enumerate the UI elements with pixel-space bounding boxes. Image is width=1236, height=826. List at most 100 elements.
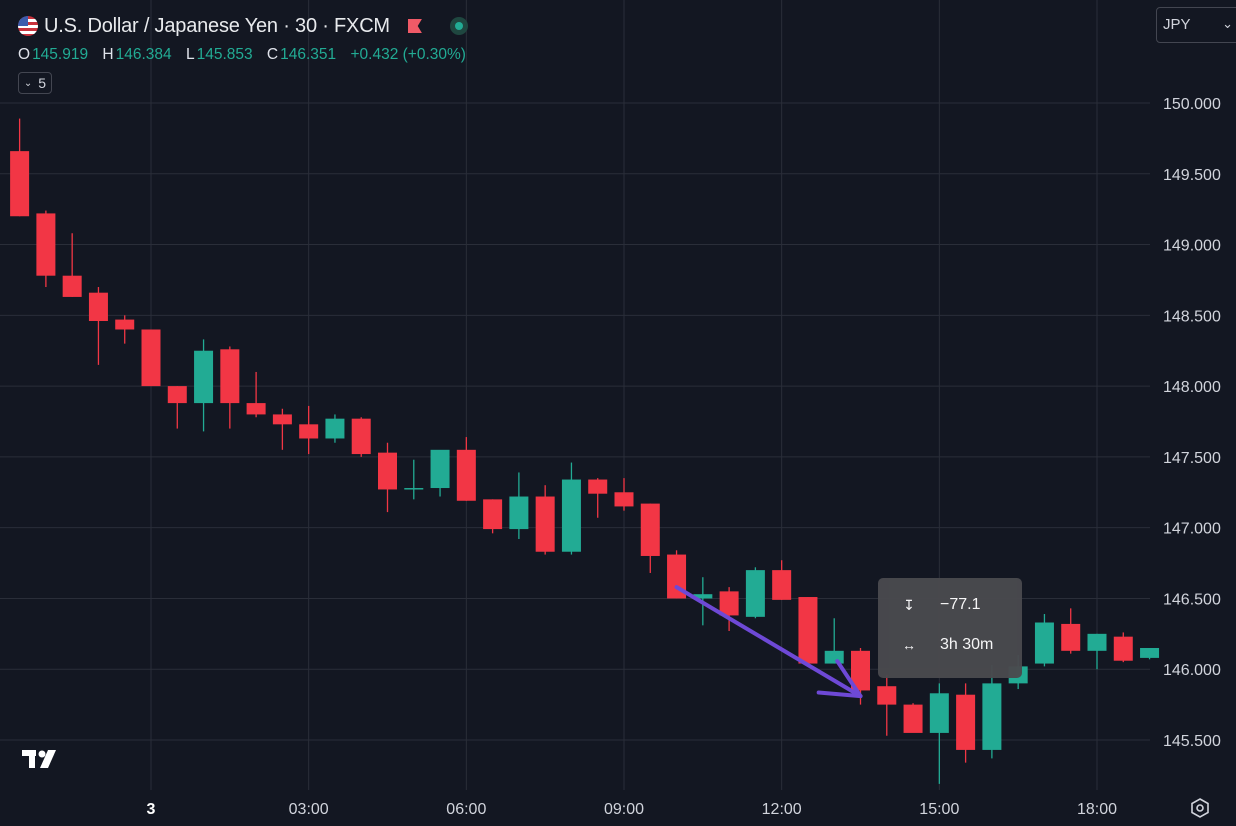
candle <box>299 405 319 455</box>
candle-body <box>929 693 949 733</box>
candle-body <box>430 449 450 489</box>
candle-body <box>614 492 634 507</box>
candle <box>929 683 949 784</box>
flag-icon[interactable] <box>407 19 422 33</box>
currency-value: JPY <box>1163 16 1191 33</box>
candle-body <box>719 591 739 616</box>
symbol-title[interactable]: U.S. Dollar / Japanese Yen · 30 · FXCM <box>44 14 390 37</box>
measure-time-row: ↔ 3h 30m <box>896 636 993 654</box>
ohlc-close-value: 146.351 <box>280 46 337 63</box>
candle <box>588 478 608 518</box>
price-range-icon: ↧ <box>903 596 915 613</box>
candle-body <box>851 650 870 691</box>
candle <box>614 478 634 511</box>
candle <box>10 118 30 217</box>
x-tick-label: 3 <box>147 801 156 818</box>
candle <box>1140 647 1160 660</box>
trend-arrow <box>674 585 863 699</box>
candle-body <box>483 499 503 530</box>
chevron-down-icon: ⌄ <box>1222 16 1233 31</box>
candle-body <box>535 496 555 552</box>
candle-body <box>1061 623 1081 651</box>
candle <box>877 674 897 736</box>
candle <box>115 315 135 344</box>
arrow-head-left <box>816 690 863 699</box>
x-tick-label: 06:00 <box>446 801 486 818</box>
y-tick-label: 147.000 <box>1163 521 1221 538</box>
candle-body <box>404 488 424 490</box>
ohlc-values: O 145.919 H 146.384 L 145.853 C 146.351 +0.4… <box>18 46 476 64</box>
live-status-icon <box>449 17 468 35</box>
ohlc-change-value: +0.432 (+0.30%) <box>350 46 466 63</box>
candle <box>36 210 56 288</box>
ohlc-high-label: H <box>102 46 114 63</box>
candle <box>1034 614 1054 667</box>
ohlc-open-label: O <box>18 46 31 63</box>
candle <box>1087 633 1107 670</box>
measure-price-change: −77.1 <box>940 596 981 613</box>
candle-body <box>220 349 240 404</box>
candle-body <box>693 594 713 599</box>
settings-icon[interactable] <box>1189 797 1211 819</box>
candle-body <box>10 151 30 217</box>
candle-body <box>667 554 687 599</box>
candle <box>667 550 687 599</box>
x-tick-label: 09:00 <box>604 801 644 818</box>
candle <box>272 408 292 450</box>
candle-body <box>956 694 976 750</box>
drawings <box>674 585 863 699</box>
candle-body <box>824 650 844 664</box>
candle-body <box>62 275 82 297</box>
candle-body <box>246 403 266 415</box>
candle <box>404 459 424 500</box>
candle <box>561 462 581 555</box>
candle-body <box>588 479 608 494</box>
time-range-icon: ↔ <box>902 637 916 653</box>
candle-body <box>509 496 529 530</box>
us-japan-flag-icon <box>18 16 38 36</box>
candle <box>167 386 187 429</box>
candle <box>456 437 476 501</box>
y-tick-label: 147.500 <box>1163 450 1221 467</box>
x-tick-label: 15:00 <box>919 801 959 818</box>
candle-body <box>640 503 660 556</box>
ohlc-low-value: 145.853 <box>196 46 253 63</box>
candle-body <box>88 292 108 321</box>
candle-body <box>982 683 1002 750</box>
x-tick-label: 03:00 <box>289 801 329 818</box>
candle-body <box>194 350 214 404</box>
tradingview-logo-icon[interactable] <box>22 744 62 777</box>
measure-price-row: ↧ −77.1 <box>896 596 980 614</box>
indicators-count: 5 <box>38 75 47 91</box>
candle <box>351 417 371 457</box>
candle <box>956 683 976 763</box>
x-tick-label: 12:00 <box>762 801 802 818</box>
candle <box>535 485 555 555</box>
candles <box>10 118 1160 784</box>
candle <box>378 442 397 513</box>
currency-select[interactable]: JPY ⌄ <box>1156 7 1236 43</box>
candle <box>798 597 818 664</box>
y-tick-label: 149.000 <box>1163 238 1221 255</box>
ohlc-close-label: C <box>266 46 279 63</box>
measure-time-span: 3h 30m <box>940 636 994 653</box>
candle <box>719 587 739 632</box>
indicators-collapse-button[interactable]: ⌄ 5 <box>18 72 52 94</box>
x-tick-label: 18:00 <box>1077 801 1117 818</box>
candle-body <box>141 329 161 387</box>
candle-body <box>745 570 765 617</box>
candle-body <box>351 418 371 455</box>
candle-body <box>798 597 818 664</box>
axes: 150.000 149.500 149.000 148.500 148.000 147.5… <box>147 96 1221 818</box>
ohlc-low-label: L <box>185 46 195 63</box>
candle <box>1113 632 1133 663</box>
candle <box>1061 608 1081 654</box>
candle <box>88 287 108 365</box>
y-tick-label: 148.500 <box>1163 308 1221 325</box>
candle-body <box>1087 633 1107 651</box>
candle <box>824 618 844 664</box>
candle <box>194 339 214 432</box>
y-tick-label: 148.000 <box>1163 379 1221 396</box>
candle-body <box>561 479 581 552</box>
